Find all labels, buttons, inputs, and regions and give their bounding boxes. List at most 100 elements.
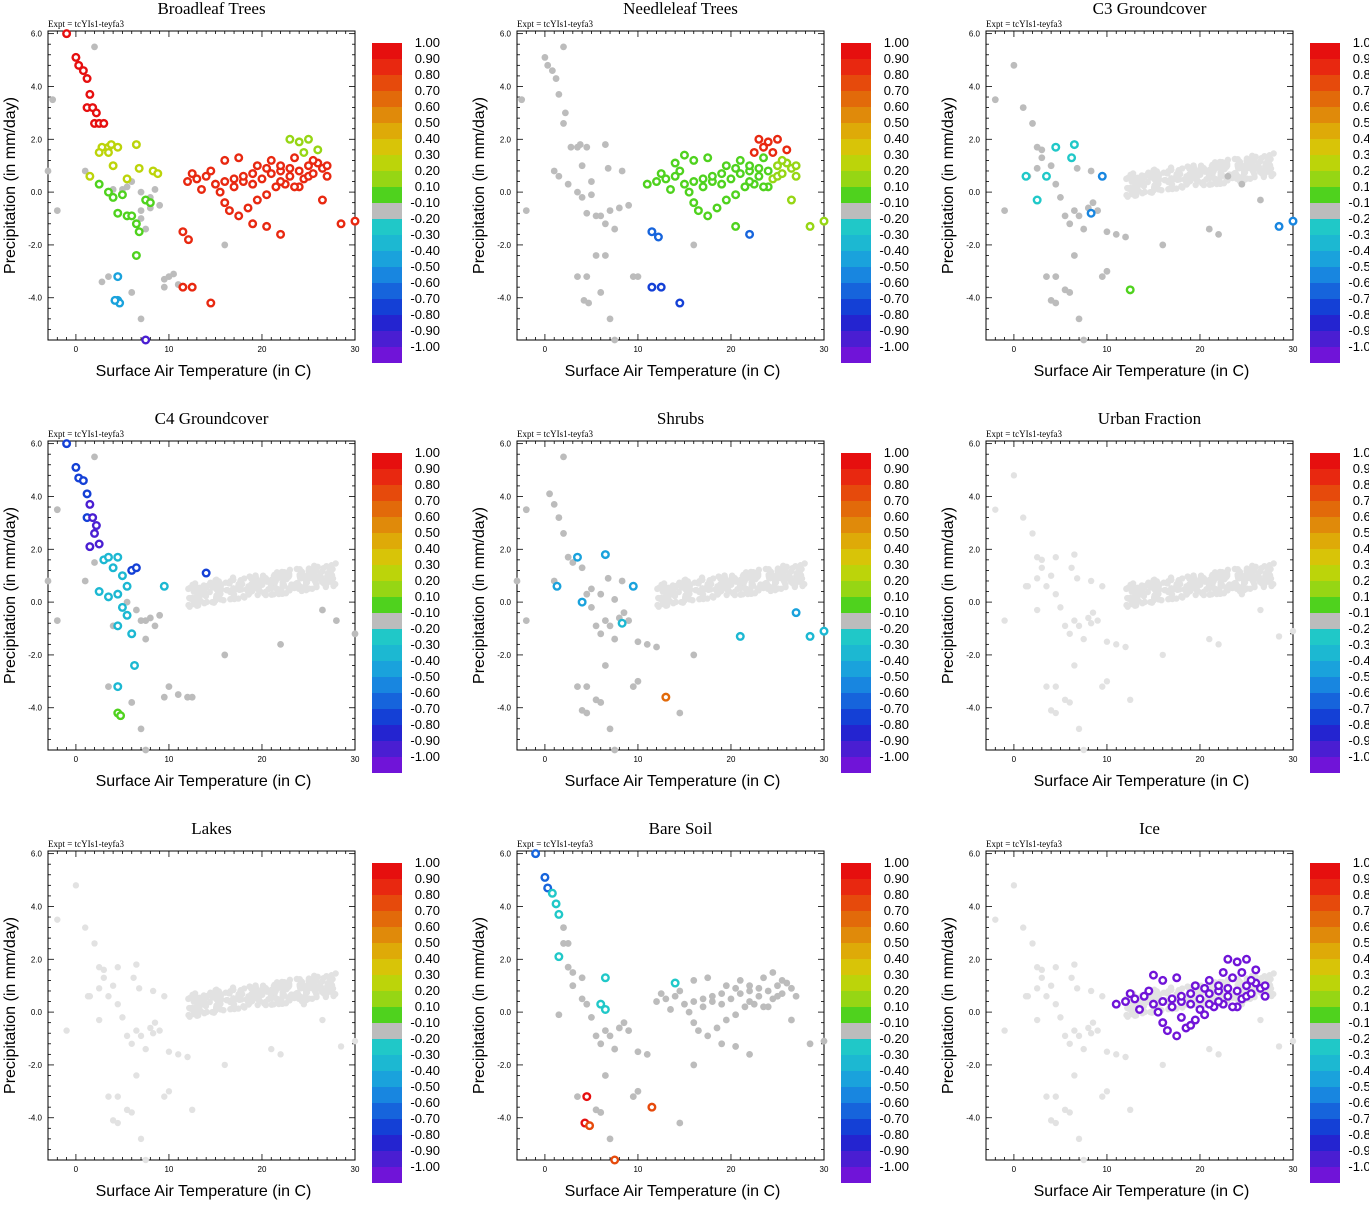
background-point bbox=[1052, 1093, 1059, 1100]
y-tick-label: 4.0 bbox=[969, 902, 981, 911]
y-tick-label: -2.0 bbox=[28, 1061, 42, 1070]
colorbar: 1.000.900.800.700.600.500.400.300.200.10… bbox=[1310, 855, 1369, 1183]
colorbar-swatch bbox=[372, 123, 402, 139]
background-point bbox=[1052, 709, 1059, 717]
background-point bbox=[1215, 1051, 1222, 1058]
background-point bbox=[717, 575, 724, 582]
colorbar-label: 0.60 bbox=[415, 509, 440, 524]
neutral-point bbox=[629, 273, 637, 281]
background-point bbox=[1261, 562, 1268, 570]
background-point bbox=[278, 568, 286, 576]
background-point bbox=[1071, 961, 1078, 968]
colorbar-label: 0.70 bbox=[1353, 493, 1369, 508]
expt-label: Expt = tcYIs1-teyfa3 bbox=[986, 839, 1063, 849]
colorbar-swatch bbox=[1310, 91, 1340, 107]
colorbar-swatch bbox=[841, 1151, 871, 1167]
background-point bbox=[100, 966, 108, 974]
background-point bbox=[1061, 1106, 1069, 1114]
colorbar-swatch bbox=[841, 943, 871, 959]
background-point bbox=[175, 1051, 182, 1058]
background-point bbox=[72, 882, 80, 889]
background-point bbox=[1080, 746, 1087, 754]
background-point bbox=[1245, 162, 1252, 169]
background-point bbox=[245, 998, 252, 1005]
background-point bbox=[1089, 1019, 1097, 1026]
neutral-point bbox=[583, 590, 591, 598]
background-point bbox=[1262, 569, 1269, 577]
chart-title: Shrubs bbox=[657, 409, 704, 428]
colorbar-label: 0.70 bbox=[415, 493, 440, 508]
background-point bbox=[1010, 472, 1018, 479]
background-point bbox=[1066, 1109, 1073, 1116]
background-point bbox=[212, 597, 219, 604]
background-point bbox=[1252, 563, 1259, 570]
background-point bbox=[206, 998, 213, 1006]
neutral-point bbox=[601, 220, 609, 228]
colorbar-swatch bbox=[372, 1103, 402, 1119]
neutral-point bbox=[597, 590, 605, 598]
data-point bbox=[689, 177, 699, 187]
neutral-point bbox=[704, 1032, 712, 1040]
background-point bbox=[114, 1119, 121, 1127]
background-point bbox=[1075, 622, 1083, 630]
colorbar-label: -0.40 bbox=[879, 243, 909, 258]
colorbar-label: -1.00 bbox=[410, 749, 440, 764]
background-point bbox=[1052, 964, 1059, 971]
colorbar-swatch bbox=[372, 533, 402, 549]
background-point bbox=[114, 1093, 121, 1100]
background-point bbox=[672, 598, 679, 606]
data-point bbox=[110, 295, 120, 305]
colorbar-swatch bbox=[841, 347, 871, 363]
data-point bbox=[1167, 994, 1177, 1004]
data-point bbox=[1148, 970, 1158, 980]
background-point bbox=[212, 577, 219, 584]
data-point bbox=[317, 195, 327, 205]
background-point bbox=[1038, 564, 1046, 571]
background-point bbox=[1133, 180, 1140, 188]
colorbar-swatch bbox=[372, 975, 402, 991]
data-point bbox=[257, 174, 267, 184]
neutral-point bbox=[732, 984, 740, 992]
colorbar-label: -0.60 bbox=[879, 685, 909, 700]
y-tick-label: 6.0 bbox=[969, 30, 981, 39]
background-point bbox=[1289, 627, 1297, 635]
colorbar-label: -0.50 bbox=[1348, 259, 1369, 274]
background-point bbox=[95, 1016, 103, 1024]
data-point bbox=[1176, 1012, 1186, 1022]
background-point bbox=[255, 995, 262, 1003]
colorbar-label: -0.10 bbox=[1348, 605, 1369, 620]
background-point bbox=[1216, 158, 1224, 166]
x-tick-label: 0 bbox=[74, 1165, 79, 1174]
neutral-point bbox=[643, 640, 651, 648]
colorbar-swatch bbox=[372, 927, 402, 943]
y-tick-label: -2.0 bbox=[966, 651, 980, 660]
background-point bbox=[1131, 602, 1139, 609]
data-point bbox=[684, 187, 694, 197]
colorbar-label: -0.80 bbox=[1348, 307, 1369, 322]
neutral-point bbox=[132, 606, 140, 614]
colorbar-swatch bbox=[372, 43, 402, 59]
colorbar-swatch bbox=[372, 911, 402, 927]
background-point bbox=[1038, 966, 1046, 974]
data-point bbox=[735, 169, 745, 179]
neutral-point bbox=[681, 1000, 688, 1008]
colorbar-label: -0.30 bbox=[1348, 637, 1369, 652]
background-point bbox=[1047, 1117, 1055, 1124]
y-tick-label: -4.0 bbox=[966, 1114, 980, 1123]
data-point bbox=[85, 542, 95, 552]
neutral-point bbox=[123, 183, 131, 191]
background-point bbox=[331, 990, 339, 998]
colorbar-label: -0.60 bbox=[1348, 275, 1369, 290]
background-point bbox=[1235, 165, 1242, 172]
chart-urban-fraction: Urban Fraction Expt = tcYIs1-teyfa3 0 10 20 3… bbox=[940, 409, 1369, 790]
neutral-point bbox=[597, 630, 605, 638]
data-point bbox=[791, 171, 801, 181]
background-point bbox=[1161, 586, 1168, 594]
colorbar-label: -0.30 bbox=[1348, 227, 1369, 242]
neutral-point bbox=[578, 193, 586, 201]
background-point bbox=[1001, 617, 1008, 624]
data-point bbox=[113, 589, 123, 599]
data-point bbox=[661, 692, 671, 702]
x-tick-label: 0 bbox=[74, 755, 79, 764]
x-axis-label: Surface Air Temperature (in C) bbox=[1034, 773, 1250, 790]
